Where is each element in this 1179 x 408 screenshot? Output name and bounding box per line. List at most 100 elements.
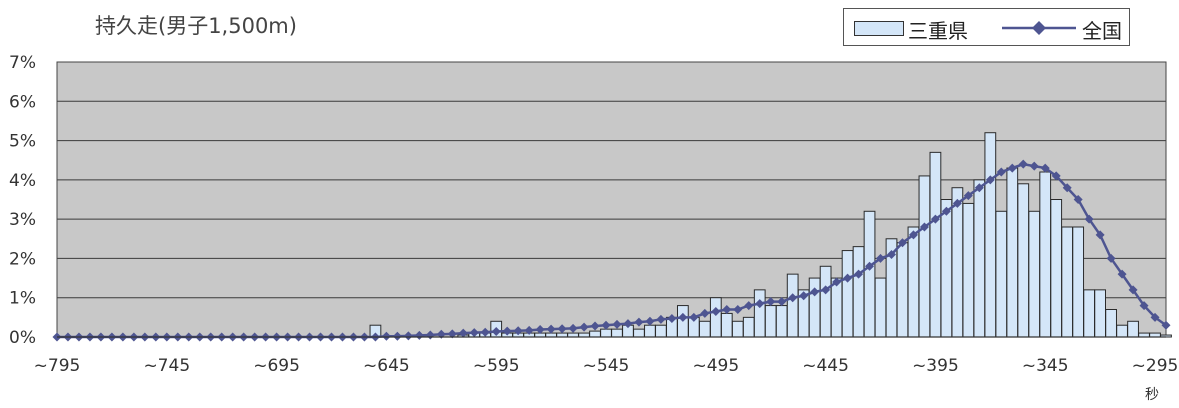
bar — [1116, 324, 1128, 338]
national-marker — [1007, 163, 1017, 173]
national-marker — [1161, 320, 1171, 330]
bar — [896, 242, 909, 338]
bar — [951, 187, 964, 338]
bar — [1127, 320, 1139, 338]
legend-swatch-bar — [854, 21, 904, 36]
national-marker — [414, 330, 424, 340]
x-tick-label: ~545 — [583, 356, 630, 376]
national-marker — [722, 305, 732, 314]
bar — [1039, 171, 1052, 338]
bar — [1061, 226, 1074, 338]
bar — [918, 175, 931, 338]
national-marker — [590, 321, 600, 331]
national-marker — [546, 324, 556, 334]
bar — [731, 320, 744, 338]
bar — [1072, 226, 1085, 338]
national-marker — [524, 325, 534, 335]
bar — [830, 277, 843, 338]
legend-swatch-line — [1002, 21, 1076, 35]
national-marker — [843, 273, 853, 283]
bar — [1017, 183, 1030, 338]
national-marker — [1128, 285, 1138, 295]
bar — [995, 210, 1008, 338]
bar — [1094, 289, 1106, 338]
national-marker — [513, 326, 523, 336]
x-tick-label: ~345 — [1022, 356, 1069, 376]
bar — [907, 226, 920, 338]
bar — [984, 132, 997, 338]
bar — [720, 312, 733, 338]
national-marker — [700, 308, 710, 318]
legend: 三重県 全国 — [843, 8, 1130, 46]
national-marker — [667, 314, 677, 324]
national-marker — [1029, 161, 1039, 171]
y-tick-label: 2% — [9, 249, 36, 269]
national-marker — [1073, 195, 1083, 204]
national-marker — [854, 269, 864, 279]
national-marker — [392, 331, 402, 341]
x-tick-label: ~445 — [802, 356, 849, 376]
national-marker — [491, 327, 501, 336]
national-marker — [897, 238, 907, 248]
bar — [940, 199, 953, 338]
national-marker — [930, 214, 940, 224]
bar — [786, 273, 799, 338]
national-marker — [535, 325, 545, 335]
national-marker — [908, 230, 918, 240]
bar — [1028, 210, 1041, 338]
y-tick-label: 7% — [9, 53, 36, 73]
bar — [742, 316, 755, 338]
national-marker — [799, 291, 809, 301]
national-marker — [689, 312, 699, 322]
bar — [1083, 289, 1096, 338]
national-marker — [1062, 183, 1072, 193]
bar — [709, 297, 722, 338]
national-marker — [1106, 253, 1116, 263]
x-axis-unit-label: 秒 — [1145, 387, 1159, 403]
national-marker — [876, 253, 886, 263]
bar — [611, 328, 623, 338]
x-tick-label: ~695 — [253, 356, 300, 376]
national-marker — [766, 297, 776, 307]
national-marker — [1084, 214, 1094, 224]
bar — [929, 151, 942, 338]
national-marker — [612, 319, 622, 329]
bar — [1050, 199, 1063, 338]
bar — [589, 330, 601, 338]
national-marker — [1139, 301, 1149, 311]
national-marker — [480, 327, 490, 337]
y-tick-label: 6% — [9, 92, 36, 112]
bar — [1006, 167, 1019, 338]
bar — [962, 202, 975, 338]
national-marker — [678, 312, 688, 322]
national-marker — [996, 167, 1006, 177]
bar — [874, 277, 887, 338]
national-marker — [810, 287, 820, 297]
bar — [644, 324, 656, 338]
national-marker — [788, 293, 798, 303]
bar — [698, 320, 711, 338]
national-marker — [403, 331, 413, 341]
national-marker — [447, 329, 457, 339]
bar — [852, 246, 865, 338]
national-marker — [1095, 230, 1105, 240]
national-marker — [941, 206, 951, 216]
bar — [1105, 309, 1117, 338]
bar — [863, 210, 876, 338]
national-marker — [865, 261, 875, 271]
national-marker — [1051, 171, 1061, 181]
legend-label-mie: 三重県 — [908, 19, 968, 43]
national-marker — [634, 317, 644, 327]
y-tick-label: 0% — [9, 328, 36, 348]
national-marker — [974, 183, 984, 193]
bar — [775, 305, 788, 338]
national-marker — [557, 324, 567, 334]
national-marker — [755, 299, 765, 309]
bar — [819, 265, 832, 338]
national-marker — [645, 316, 655, 326]
bar — [633, 328, 645, 338]
national-marker — [568, 323, 578, 333]
national-marker — [656, 314, 666, 324]
national-marker — [601, 320, 611, 330]
